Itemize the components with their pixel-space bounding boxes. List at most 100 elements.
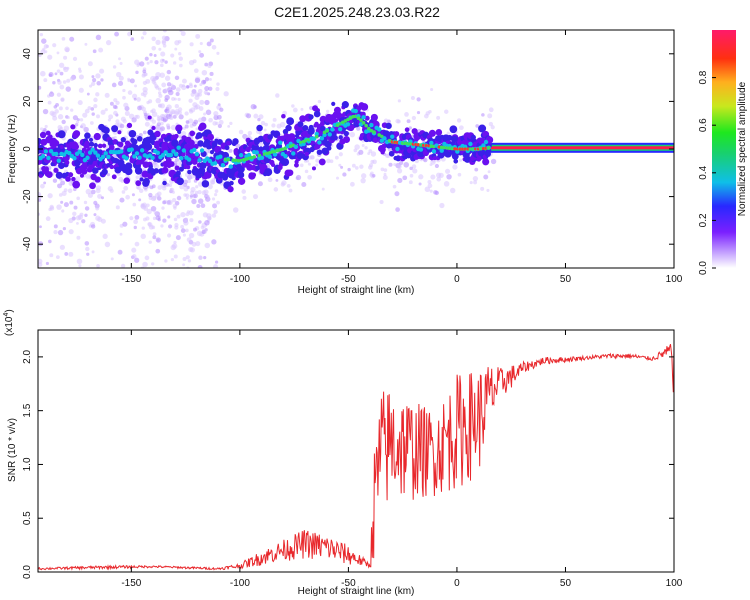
spectrogram-noise-point [188, 232, 195, 239]
spectrogram-noise-point [408, 180, 413, 185]
spectrogram-noise-point [416, 97, 421, 102]
spectrogram-noise-point [276, 123, 282, 129]
spectrogram-ridge-point [117, 141, 124, 148]
spectrogram-noise-point [372, 159, 377, 165]
spectrogram-noise-point [78, 264, 82, 268]
spectrogram-ridge-point [216, 139, 223, 146]
spectrogram-noise-point [201, 229, 206, 235]
spectrogram-ridge-point [187, 169, 192, 175]
spectrogram-ridge-max [481, 146, 485, 150]
spectrogram-noise-point [40, 49, 46, 55]
spectrogram-noise-point [63, 125, 70, 131]
spectrogram-noise-point [172, 114, 177, 119]
spectrogram-noise-point [84, 206, 90, 211]
spectrogram-noise-point [109, 321, 112, 324]
spectrogram-noise-point [206, 13, 210, 17]
spectrogram-noise-point [140, 36, 145, 40]
spectrogram-noise-point [166, 104, 172, 110]
spectrogram-ridge-point [207, 133, 215, 141]
spectrogram-noise-point [72, 211, 77, 217]
spectrogram-noise-point [416, 110, 421, 115]
spectrogram-noise-point [174, 111, 179, 116]
spectrogram-noise-point [123, 185, 129, 191]
spectrogram-ridge-point [360, 103, 369, 111]
spectrogram-ridge-point [84, 140, 90, 146]
spectrogram-noise-point [84, 241, 90, 246]
spectrogram-noise-point [111, 82, 117, 88]
snr-multiplier: (x104) [3, 309, 15, 336]
spectrogram-noise-point [475, 124, 480, 128]
spectrogram-noise-point [211, 239, 217, 245]
spectrogram-ridge-point [388, 150, 395, 157]
spectrogram-noise-point [181, 78, 187, 84]
spectrogram-noise-point [409, 166, 413, 171]
spectrogram-noise-point [439, 202, 445, 209]
spectrogram-noise-point [402, 175, 408, 181]
spectrogram-ridge-point [148, 164, 153, 169]
spectrogram-ridge-core [238, 153, 244, 158]
spectrogram-noise-point [107, 118, 111, 122]
spectrogram-noise-point [56, 51, 60, 55]
spectrogram-noise-point [72, 115, 78, 121]
spectrogram-noise-point [144, 56, 149, 61]
spectrogram-noise-point [169, 115, 174, 121]
spectrogram-ridge-core [254, 150, 260, 155]
spectrogram-ridge-point [72, 180, 81, 189]
spectrogram-ridge-max [461, 147, 465, 151]
spectrogram-marks [38, 0, 674, 324]
spectrogram-noise-point [152, 235, 157, 240]
spectrogram-ridge-point [449, 125, 458, 134]
spectrogram-noise-point [48, 0, 53, 4]
snr-ytick-label: 1.0 [22, 457, 33, 471]
spectrogram-ridge-point [91, 167, 99, 174]
spectrogram-noise-point [180, 228, 186, 233]
spectrogram-ridge-point [281, 158, 290, 166]
spectrogram-noise-point [38, 212, 41, 216]
spectrogram-noise-point [132, 93, 138, 99]
spectrogram-noise-point [143, 72, 148, 77]
spectrogram-noise-point [43, 181, 47, 185]
spectrogram-noise-point [148, 192, 153, 198]
spectrogram-noise-point [196, 203, 201, 209]
spectrogram-noise-point [132, 202, 137, 207]
spectrogram-noise-point [253, 113, 259, 119]
spectrogram-ridge-max [466, 147, 470, 151]
spectrogram-noise-point [178, 52, 182, 56]
spectrogram-ridge-point [237, 171, 245, 179]
spectrogram-noise-point [48, 91, 55, 97]
spectrogram-noise-point [171, 198, 177, 203]
spectrogram-ridge-max [453, 147, 457, 151]
spectrogram-noise-point [164, 98, 169, 103]
spectrogram-noise-point [84, 42, 88, 46]
spectrogram-ridge-point [136, 136, 143, 142]
spectrogram-noise-point [182, 233, 186, 237]
spectrogram-ridge-peak [479, 146, 483, 151]
colorbar-ticks: 0.0 0.2 0.4 0.6 0.8 [698, 70, 716, 275]
spectrogram-noise-point [162, 200, 167, 205]
spectrogram-noise-point [146, 112, 150, 116]
spectrogram-noise-point [185, 228, 189, 233]
spectrogram-ridge-core [246, 152, 252, 158]
spectrogram-ridge-point [343, 130, 349, 137]
spectrogram-noise-point [449, 187, 456, 194]
spectrogram-noise-point [131, 117, 137, 123]
spectrogram-noise-point [178, 63, 183, 68]
spectrogram-noise-point [184, 124, 189, 129]
spectrogram-noise-point [202, 80, 207, 84]
spectrogram-xtick-label: -100 [230, 274, 250, 285]
spectrogram-noise-point [486, 188, 490, 192]
spectrogram-noise-point [106, 173, 111, 177]
spectrogram-ridge-point [326, 145, 332, 151]
spectrogram-noise-point [47, 54, 53, 60]
spectrogram-noise-point [195, 33, 201, 39]
snr-xtick-label: -150 [121, 578, 141, 589]
spectrogram-ridge-point [167, 161, 174, 168]
spectrogram-ridge-point [45, 171, 53, 178]
spectrogram-noise-point [156, 122, 161, 127]
spectrogram-noise-point [178, 56, 183, 61]
spectrogram-noise-point [199, 41, 203, 46]
spectrogram-ridge-point [38, 173, 43, 178]
spectrogram-ridge-core [56, 158, 62, 163]
spectrogram-xtick-label: 50 [560, 274, 572, 285]
snr-xtick-label: 100 [666, 578, 683, 589]
